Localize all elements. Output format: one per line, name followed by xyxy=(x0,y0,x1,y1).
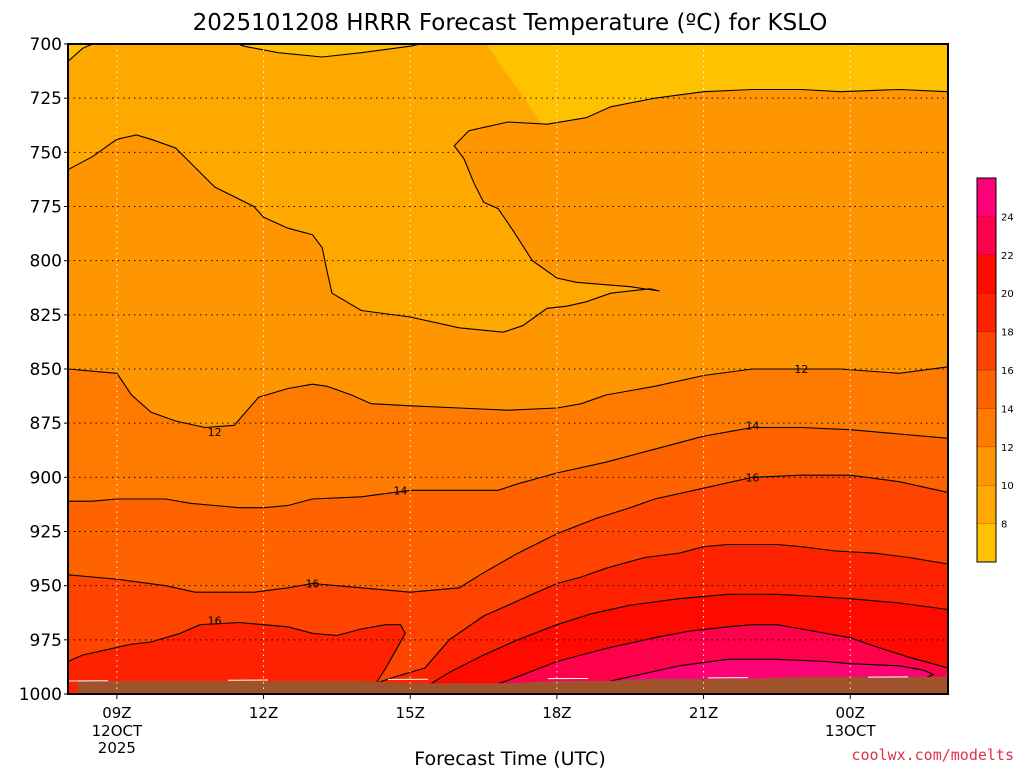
colorbar-frame xyxy=(976,177,997,563)
colorbar-label: 24 xyxy=(1001,212,1014,223)
terrain-band xyxy=(68,676,948,694)
colorbar-swatch xyxy=(977,446,996,486)
colorbar-swatch xyxy=(977,523,996,563)
contour-14 xyxy=(68,426,948,509)
chart-title: 2025101208 HRRR Forecast Temperature (ºC… xyxy=(193,10,828,36)
y-tick-label: 925 xyxy=(30,523,62,543)
x-tick-sublabel: 2025 xyxy=(98,739,136,757)
y-tick-label: 950 xyxy=(30,577,62,597)
contour-12 xyxy=(68,366,948,429)
y-tick-label: 1000 xyxy=(19,685,62,705)
colorbar-label: 12 xyxy=(1001,443,1014,454)
x-tick-label: 15Z xyxy=(396,704,425,722)
colorbar-label: 10 xyxy=(1001,481,1014,492)
colorbar-label: 22 xyxy=(1001,251,1014,262)
y-axis: 700 725 750 775 800 825 850 875 900 925 950 975 1000 xyxy=(19,35,68,705)
y-tick-label: 850 xyxy=(30,360,62,380)
credit-text: coolwx.com/modelts xyxy=(851,746,1014,764)
contour-22 xyxy=(488,624,948,689)
y-tick-label: 725 xyxy=(30,89,62,109)
colorbar-label: 8 xyxy=(1001,520,1007,531)
colorbar-label: 18 xyxy=(1001,328,1014,339)
x-tick-label: 18Z xyxy=(542,704,571,722)
y-tick-label: 875 xyxy=(30,414,62,434)
contour-16 xyxy=(68,474,948,593)
y-tick-label: 700 xyxy=(30,35,62,55)
y-tick-label: 800 xyxy=(30,252,62,272)
x-tick-sublabel: 13OCT xyxy=(825,722,876,740)
contour-labels: 12 12 14 14 16 16 16 xyxy=(208,363,809,627)
contour-label: 12 xyxy=(794,363,808,376)
y-tick-label: 900 xyxy=(30,468,62,488)
colorbar-swatch xyxy=(977,370,996,409)
contour-20 xyxy=(424,593,948,688)
contour-lines xyxy=(68,44,948,689)
colorbar-swatch xyxy=(977,216,996,256)
colorbar-label: 16 xyxy=(1001,366,1014,377)
colorbar-swatch xyxy=(977,178,996,217)
contour-label: 12 xyxy=(208,426,222,439)
contour-18 xyxy=(68,543,948,685)
contour-label: 16 xyxy=(745,471,759,484)
y-tick-label: 775 xyxy=(30,198,62,218)
y-tick-label: 975 xyxy=(30,631,62,651)
contour-label: 14 xyxy=(745,419,759,432)
colorbar: 8 10 12 14 16 18 20 22 24 xyxy=(976,177,1014,563)
x-tick-label: 09Z xyxy=(102,704,131,722)
y-tick-label: 750 xyxy=(30,143,62,163)
colorbar-label: 20 xyxy=(1001,289,1014,300)
x-axis-label: Forecast Time (UTC) xyxy=(414,748,605,768)
colorbar-swatch xyxy=(977,485,996,525)
contour-label: 14 xyxy=(393,484,407,497)
contour-24 xyxy=(581,658,935,689)
x-tick-label: 12Z xyxy=(249,704,278,722)
x-tick-label: 00Z xyxy=(836,704,865,722)
colorbar-swatch xyxy=(977,408,996,448)
contour-8 xyxy=(68,44,423,62)
contour-label: 16 xyxy=(305,578,319,591)
contour-fills xyxy=(68,44,948,694)
contour-label: 16 xyxy=(208,614,222,627)
colorbar-swatch xyxy=(977,331,996,371)
contour-10 xyxy=(68,88,948,333)
x-tick-sublabel: 12OCT xyxy=(92,722,143,740)
x-tick-label: 21Z xyxy=(689,704,718,722)
ground-fill xyxy=(77,676,948,694)
colorbar-swatch xyxy=(977,293,996,333)
grid-lines xyxy=(68,44,948,694)
colorbar-swatch xyxy=(977,254,996,294)
colorbar-label: 14 xyxy=(1001,404,1014,415)
y-tick-label: 825 xyxy=(30,306,62,326)
